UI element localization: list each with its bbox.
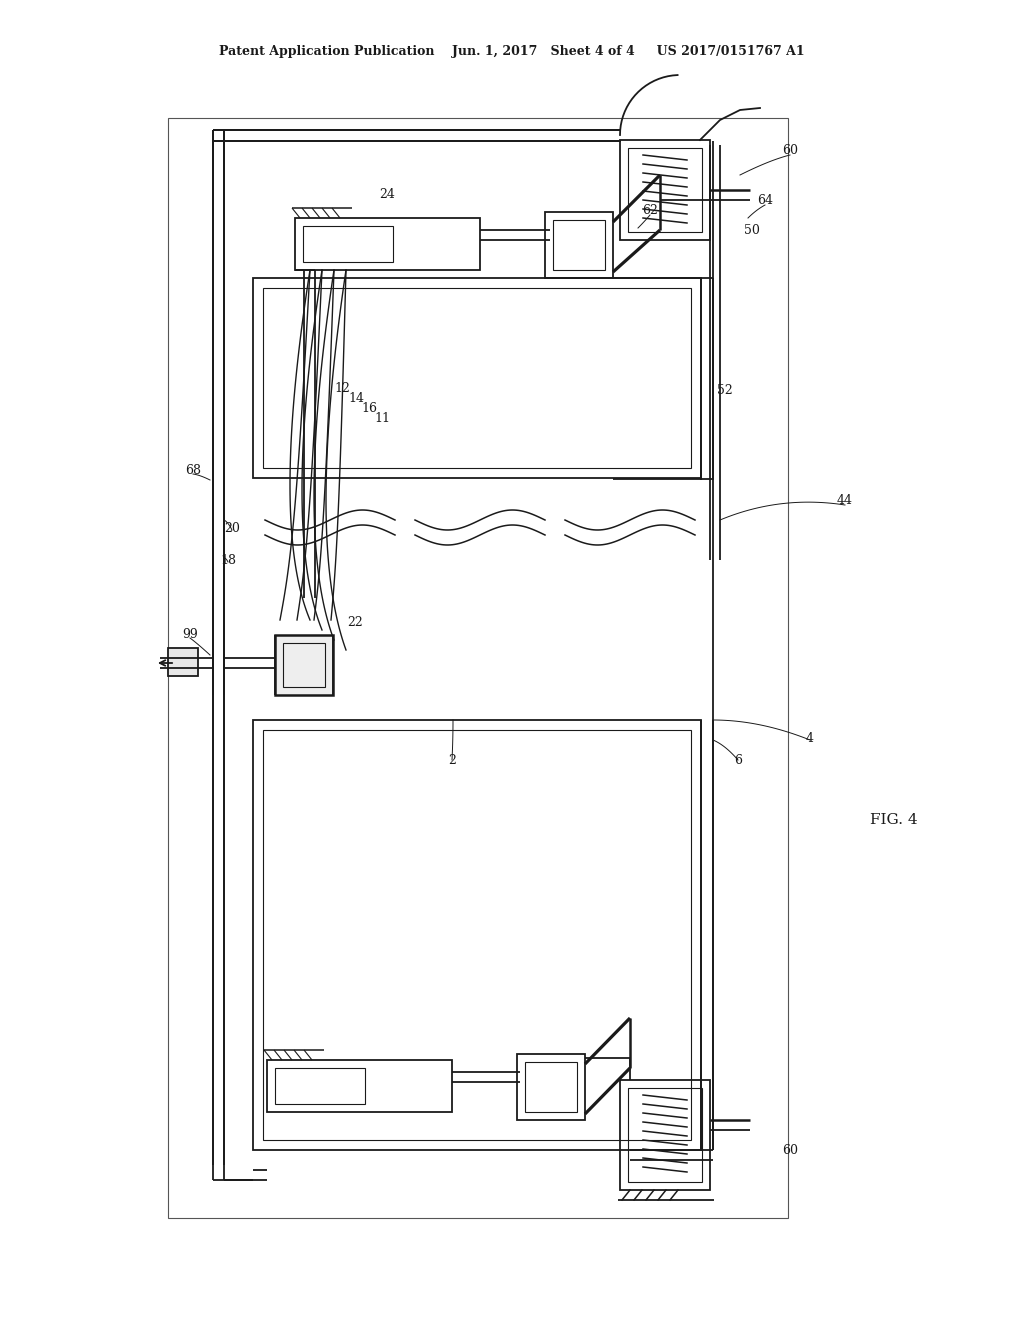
Text: 68: 68 [185, 463, 201, 477]
Text: FIG. 4: FIG. 4 [870, 813, 918, 828]
Bar [620, 1080, 710, 1191]
Bar [628, 1088, 702, 1181]
Text: 20: 20 [224, 521, 240, 535]
Text: 4: 4 [806, 731, 814, 744]
Bar [553, 220, 605, 271]
Bar [525, 1063, 577, 1111]
Text: 50: 50 [744, 223, 760, 236]
Bar [303, 226, 393, 261]
Bar [263, 730, 691, 1140]
Text: 64: 64 [757, 194, 773, 206]
Bar [275, 635, 333, 696]
Bar [545, 213, 613, 279]
Text: 14: 14 [348, 392, 364, 404]
Bar [517, 1053, 585, 1119]
Text: 18: 18 [220, 553, 236, 566]
Bar [267, 1060, 452, 1111]
Text: 44: 44 [837, 494, 853, 507]
Text: 16: 16 [361, 401, 377, 414]
Bar [295, 218, 480, 271]
Text: 6: 6 [734, 754, 742, 767]
Text: 99: 99 [182, 628, 198, 642]
Text: 11: 11 [374, 412, 390, 425]
Text: 12: 12 [334, 381, 350, 395]
Text: 52: 52 [717, 384, 733, 396]
Text: 22: 22 [347, 615, 362, 628]
Bar [168, 648, 198, 676]
Text: 60: 60 [782, 144, 798, 157]
Text: 62: 62 [642, 203, 658, 216]
Bar [253, 279, 701, 478]
Text: 2: 2 [449, 754, 456, 767]
Bar [620, 140, 710, 240]
Bar [275, 1068, 365, 1104]
Bar [283, 643, 325, 686]
Bar [253, 719, 701, 1150]
Text: 24: 24 [379, 189, 395, 202]
Text: 60: 60 [782, 1143, 798, 1156]
Bar [628, 148, 702, 232]
Bar [263, 288, 691, 469]
Text: Patent Application Publication    Jun. 1, 2017   Sheet 4 of 4     US 2017/015176: Patent Application Publication Jun. 1, 2… [219, 45, 805, 58]
Bar [168, 117, 788, 1218]
